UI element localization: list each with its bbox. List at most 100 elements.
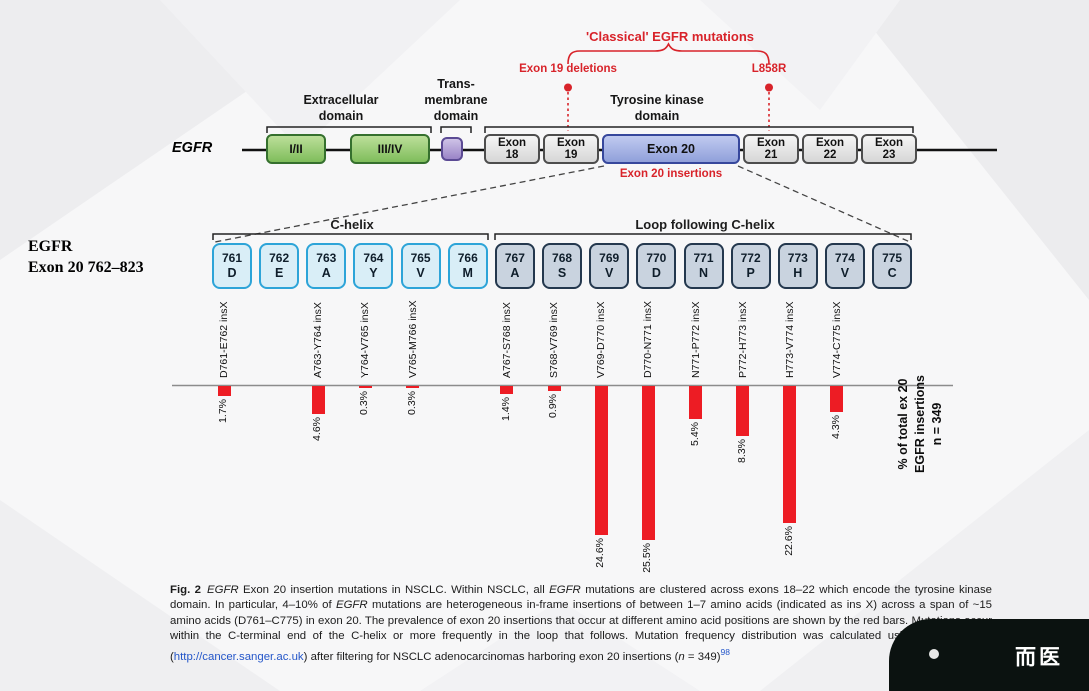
mutation-pct: 4.3% xyxy=(829,415,842,439)
mutation-pct: 22.6% xyxy=(782,525,795,556)
residue-number: 761 xyxy=(221,251,243,265)
caption-text: EGFR xyxy=(335,599,368,612)
bg-polygon xyxy=(160,0,460,150)
mutation-label: V765-M766 insX xyxy=(406,300,419,378)
segment-exon-23: Exon 23 xyxy=(861,134,917,164)
caption-text: = 349) xyxy=(684,650,721,663)
mutation-bar xyxy=(311,386,325,414)
caption-text: Fig. 2 xyxy=(170,584,201,596)
residue-aa: D xyxy=(651,266,661,280)
watermark-logo-icon xyxy=(929,649,939,659)
caption-text: n xyxy=(678,650,685,663)
residue-aa: A xyxy=(510,266,520,280)
residue-number: 775 xyxy=(882,251,903,265)
mutation-pct: 0.9% xyxy=(547,394,560,419)
bg-polygon xyxy=(420,600,700,691)
residue-aa: Y xyxy=(369,266,378,280)
residue-aa: A xyxy=(321,266,331,280)
classical-mutations-title: 'Classical' EGFR mutations xyxy=(585,29,754,44)
exon19-deletions-label: Exon 19 deletions xyxy=(519,63,617,75)
residue-762: 762 E xyxy=(259,243,300,289)
residue-number: 764 xyxy=(363,251,384,265)
caption-link[interactable]: http://cancer.sanger.ac.uk xyxy=(173,650,304,663)
mutation-bar xyxy=(594,386,608,535)
mutation-bar xyxy=(406,386,420,388)
caption-reference[interactable]: 98 xyxy=(720,646,731,657)
segment-label: 19 xyxy=(564,149,578,161)
mutation-label: A763-Y764 insX xyxy=(312,302,325,378)
residue-aa: C xyxy=(887,266,897,280)
egfr-gene-label: EGFR xyxy=(172,140,213,156)
mutation-bar xyxy=(689,386,702,419)
transmembrane-domain-label: Trans- membrane domain xyxy=(408,76,504,124)
residue-aa: S xyxy=(557,266,567,280)
residue-number: 765 xyxy=(410,251,431,265)
caption-text: EGFR xyxy=(549,584,581,596)
segment-exon-20: Exon 20 xyxy=(602,134,740,164)
residue-number: 770 xyxy=(646,251,667,265)
mutation-bar xyxy=(500,386,514,395)
kinase-bracket xyxy=(484,126,914,133)
residue-763: 763 A xyxy=(306,243,347,289)
loop-label: Loop following C-helix xyxy=(635,217,775,232)
mutation-label: H773-V774 insX xyxy=(783,301,796,378)
mutation-label: D770-N771 insX xyxy=(642,300,655,378)
mutation-pct: 5.4% xyxy=(688,421,701,446)
segment-exon-19: Exon 19 xyxy=(543,134,599,164)
mutation-label: V769-D770 insX xyxy=(595,301,608,378)
residue-aa: V xyxy=(605,266,614,280)
caption-text: mutations are clustered across exons 18–… xyxy=(170,584,992,612)
extracellular-bracket xyxy=(266,126,432,133)
segment-label: Exon xyxy=(756,136,786,149)
axis-label: % of total ex 20 EGFR insertions n = 349 xyxy=(895,354,955,494)
classical-mutations-brace xyxy=(567,42,770,65)
segment-exon-22: Exon 22 xyxy=(802,134,858,164)
residue-aa: V xyxy=(840,266,850,280)
c-helix-bracket xyxy=(212,233,489,240)
caption-text: ) after filtering for NSCLC adenocarcino… xyxy=(303,650,679,663)
mutation-pct: 0.3% xyxy=(405,390,418,415)
residue-772: 772 P xyxy=(730,243,771,289)
residue-number: 774 xyxy=(834,251,855,265)
mutation-pct: 4.6% xyxy=(311,416,324,441)
mutation-label: N771-P772 insX xyxy=(689,301,702,378)
residue-aa: E xyxy=(274,266,284,280)
segment-label: 21 xyxy=(764,149,778,161)
segment-domain-I-II: I/II xyxy=(266,134,326,164)
label-line: Tyrosine kinase xyxy=(610,93,704,107)
mutation-bar xyxy=(217,386,231,397)
side-label-line: EGFR xyxy=(28,238,73,255)
mutation-label: Y764-V765 insX xyxy=(359,302,372,378)
side-label-line: Exon 20 762–823 xyxy=(28,259,144,276)
residue-771: 771 N xyxy=(683,243,724,289)
exon20-insertions-label: Exon 20 insertions xyxy=(619,168,723,180)
segment-label: Exon xyxy=(497,136,527,149)
zoom-dashed-line-right xyxy=(737,165,911,243)
label-line: domain xyxy=(318,109,364,123)
mutation-pct: 1.4% xyxy=(499,397,512,422)
segment-label: Exon xyxy=(815,136,845,149)
axis-label-line: EGFR insertions xyxy=(913,375,927,473)
residue-aa: N xyxy=(698,266,709,280)
residue-number: 767 xyxy=(504,251,525,265)
mutation-bar xyxy=(783,386,797,523)
segment-exon-21: Exon 21 xyxy=(743,134,799,164)
watermark-text: 而医 xyxy=(1015,646,1063,669)
segment-exon-18: Exon 18 xyxy=(484,134,540,164)
segment-domain-III-IV: III/IV xyxy=(350,134,430,164)
residue-number: 766 xyxy=(457,251,478,265)
segment-label: III/IV xyxy=(377,142,403,156)
axis-label-line: % of total ex 20 xyxy=(896,378,910,470)
segment-label: Exon xyxy=(874,136,904,149)
segment-label: I/II xyxy=(289,142,303,156)
residue-761: 761 D xyxy=(212,243,252,289)
residue-774: 774 V xyxy=(824,243,865,289)
mutation-bar xyxy=(358,386,372,388)
label-line: Trans- xyxy=(437,77,475,91)
residue-number: 773 xyxy=(787,251,808,265)
residue-764: 764 Y xyxy=(353,243,394,289)
mutation-pct: 8.3% xyxy=(735,439,748,464)
residue-768: 768 S xyxy=(542,243,583,289)
